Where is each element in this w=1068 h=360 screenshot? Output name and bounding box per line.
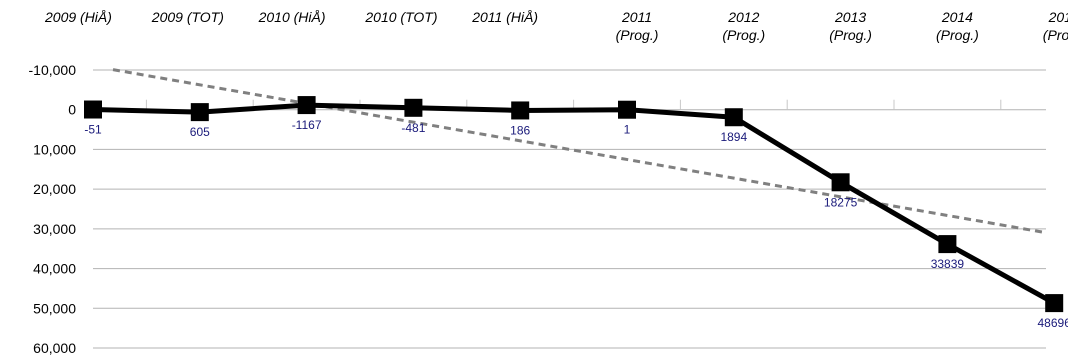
y-tick-label: 0: [68, 102, 76, 118]
data-label: 18275: [824, 195, 858, 209]
series-layer: [84, 96, 1064, 313]
category-label: 2014 (Prog.): [936, 9, 979, 43]
y-tick-label: 20,000: [33, 181, 76, 197]
data-point-marker: [297, 96, 316, 115]
category-label: 2009 (HiÅ): [44, 9, 112, 25]
category-label: 2010 (TOT): [364, 9, 437, 25]
category-label: 2011 (HiÅ): [471, 9, 538, 25]
category-label: 2011 (Prog.): [616, 9, 659, 43]
data-point-marker: [618, 100, 636, 119]
data-label: -481: [401, 121, 425, 135]
data-label: 605: [190, 125, 210, 139]
y-tick-label: 60,000: [33, 340, 76, 356]
data-point-marker: [831, 173, 850, 192]
category-label: 2009 (TOT): [151, 9, 224, 25]
data-point-marker: [1045, 294, 1064, 313]
data-point-marker: [511, 101, 530, 120]
trendline-layer: [112, 68, 1047, 235]
y-axis-tick-labels: -10,000 0 10,000 20,000 30,000 40,000 50,000 60…: [29, 62, 77, 356]
y-tick-label: 30,000: [33, 221, 76, 237]
data-label: 186: [510, 123, 530, 137]
data-label: 33839: [931, 257, 965, 271]
category-label: 2015(Prog.): [1043, 9, 1068, 43]
series-line: [92, 102, 1056, 306]
data-label: -1167: [292, 118, 322, 132]
data-label: 48696: [1038, 316, 1068, 330]
data-label: 1: [624, 123, 631, 137]
y-tick-label: -10,000: [29, 62, 77, 78]
trendline: [112, 68, 1047, 235]
y-tick-label: 40,000: [33, 261, 76, 277]
category-axis-labels: 2009 (HiÅ) 2009 (TOT) 2010 (HiÅ) 2010 (TOT)…: [44, 9, 1068, 43]
data-point-marker: [404, 98, 423, 117]
category-label: 2012 (Prog.): [722, 9, 765, 43]
data-point-marker: [84, 100, 102, 119]
data-point-marker: [724, 108, 743, 127]
category-label: 2010 (HiÅ): [258, 9, 326, 25]
data-label: -51: [84, 123, 102, 137]
y-tick-label: 50,000: [33, 300, 76, 316]
data-point-marker: [938, 235, 957, 254]
category-label: 2013 (Prog.): [829, 9, 872, 43]
y-tick-label: 10,000: [33, 141, 76, 157]
data-labels: -51 605 -1167 -481 186 1 1894 18275 33839 48696: [84, 118, 1068, 330]
data-label: 1894: [720, 130, 747, 144]
data-point-marker: [190, 103, 209, 122]
